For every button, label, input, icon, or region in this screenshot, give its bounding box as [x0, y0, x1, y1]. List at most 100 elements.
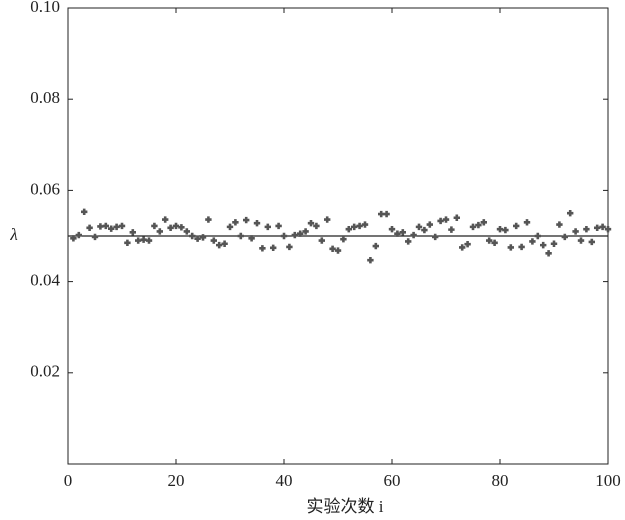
data-point: [394, 230, 401, 237]
x-tick-label: 40: [276, 471, 293, 490]
data-point: [361, 221, 369, 228]
data-point: [545, 250, 552, 257]
y-tick-label: 0.02: [30, 362, 60, 381]
data-point: [86, 224, 93, 231]
y-tick-label: 0.10: [30, 0, 60, 16]
y-axis-label: λ: [9, 225, 17, 244]
data-point: [270, 244, 277, 252]
data-point: [513, 222, 520, 230]
data-point: [194, 235, 201, 242]
data-point: [550, 240, 558, 247]
data-point: [561, 233, 568, 241]
data-point: [351, 223, 358, 231]
data-point: [118, 222, 126, 230]
data-point: [507, 244, 514, 251]
data-point: [243, 216, 250, 224]
data-point: [199, 234, 207, 241]
data-point: [399, 229, 406, 236]
data-point: [529, 238, 536, 245]
data-point: [496, 225, 504, 233]
data-point: [97, 223, 104, 230]
data-point: [324, 216, 331, 223]
data-point: [378, 210, 385, 218]
data-point: [75, 231, 82, 239]
data-point: [383, 210, 390, 218]
data-point: [286, 243, 293, 251]
x-tick-label: 80: [492, 471, 509, 490]
data-point: [556, 221, 563, 228]
data-point: [372, 242, 379, 250]
data-point: [502, 226, 509, 234]
data-point: [259, 245, 266, 252]
data-point: [140, 236, 147, 243]
data-point: [124, 239, 131, 247]
data-point: [156, 228, 163, 235]
data-point: [307, 220, 315, 227]
data-point: [302, 228, 309, 235]
data-point: [459, 244, 466, 251]
data-point: [280, 232, 288, 240]
data-point: [162, 216, 169, 223]
data-point: [437, 217, 444, 225]
y-tick-label: 0.04: [30, 271, 60, 290]
y-tick-label: 0.08: [30, 88, 60, 107]
data-point: [426, 221, 433, 228]
data-point: [205, 216, 212, 223]
data-point: [102, 222, 109, 230]
data-point: [388, 225, 396, 233]
data-point: [448, 226, 455, 233]
data-point: [410, 231, 417, 239]
data-point: [583, 225, 590, 233]
data-point: [81, 208, 88, 216]
data-point: [329, 245, 336, 252]
data-point: [70, 235, 77, 242]
data-point: [291, 231, 298, 239]
data-point: [567, 210, 574, 217]
data-point: [523, 219, 531, 226]
data-point: [534, 232, 541, 240]
data-point: [226, 223, 234, 231]
x-tick-label: 60: [384, 471, 401, 490]
data-point: [237, 232, 244, 240]
data-point: [248, 235, 255, 242]
data-point: [210, 237, 217, 244]
data-point: [129, 229, 136, 236]
data-point: [453, 214, 460, 221]
x-tick-label: 100: [595, 471, 621, 490]
data-point: [540, 241, 547, 249]
data-point: [334, 247, 342, 254]
data-point: [297, 230, 304, 237]
data-point: [594, 224, 601, 231]
data-point: [491, 239, 498, 247]
data-point: [178, 224, 185, 231]
x-tick-label: 20: [168, 471, 185, 490]
data-point: [421, 226, 428, 234]
data-point: [232, 219, 239, 226]
data-point: [405, 238, 412, 245]
data-point: [108, 225, 115, 232]
data-point: [475, 221, 482, 229]
data-point: [221, 240, 228, 247]
data-point: [415, 223, 423, 231]
data-point: [442, 216, 450, 223]
data-point: [167, 224, 174, 231]
data-point: [183, 228, 190, 235]
y-tick-label: 0.06: [30, 179, 60, 198]
data-point: [432, 233, 439, 241]
x-axis-label: 实验次数 i: [307, 497, 384, 516]
data-point: [216, 241, 223, 249]
data-point: [577, 237, 585, 244]
data-point: [464, 241, 471, 248]
data-point: [340, 235, 347, 243]
data-point: [91, 233, 99, 241]
data-point: [345, 225, 352, 233]
data-point: [469, 223, 477, 231]
x-tick-label: 0: [64, 471, 73, 490]
data-point: [313, 222, 320, 230]
data-point: [588, 238, 595, 246]
data-point: [275, 222, 282, 230]
data-point: [135, 237, 142, 244]
data-point: [486, 237, 493, 244]
